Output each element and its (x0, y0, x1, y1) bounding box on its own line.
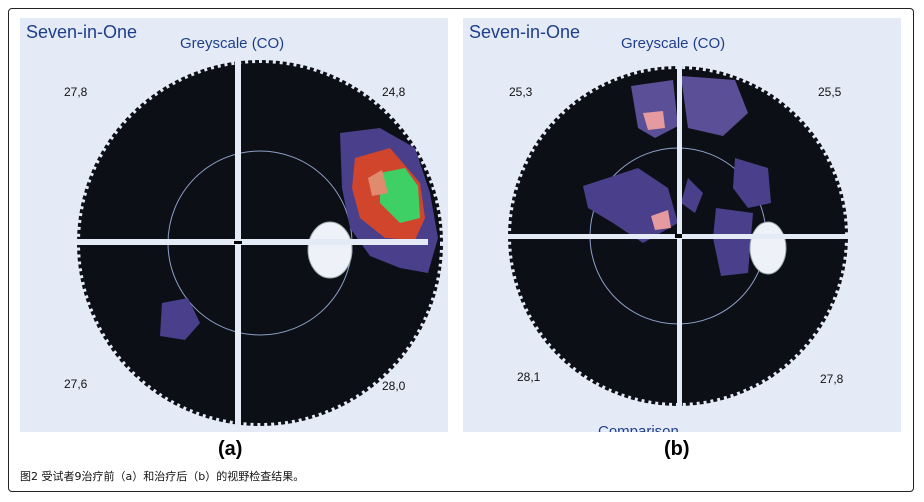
blind-spot-a (307, 221, 353, 279)
quadrant-top-left-b: 25,3 (509, 85, 533, 99)
mode-title-a: Greyscale (CO) (180, 35, 284, 52)
defect-lower-a (160, 298, 200, 340)
quadrant-top-right-b: 25,5 (818, 85, 842, 99)
panel-label-b: (b) (664, 438, 690, 460)
figure-caption: 图2 受试者9治疗前（a）和治疗后（b）的视野检查结果。 (20, 470, 305, 483)
defect-orange-a (368, 170, 388, 196)
defect-green-a (380, 168, 420, 223)
defect-upper-b (631, 80, 678, 138)
visual-field-panel-a: Seven-in-One Greyscale (CO) 27,8 24,8 27… (20, 18, 448, 432)
defect-blindspot-area-b (713, 208, 753, 276)
defect-pink-b (643, 111, 665, 130)
blind-spot-b (749, 221, 787, 275)
panel-label-a: (a) (218, 438, 243, 460)
quadrant-bottom-left-a: 27,6 (64, 377, 88, 391)
defect-pink-center-b (651, 210, 671, 230)
program-title-a: Seven-in-One (26, 22, 137, 42)
quadrant-bottom-left-b: 28,1 (517, 370, 541, 384)
quadrant-bottom-right-a: 28,0 (382, 379, 406, 393)
visual-field-panel-b: Seven-in-One Greyscale (CO) 25,3 25,5 28… (463, 18, 901, 432)
defect-upper-right-b (681, 76, 748, 136)
defect-right-b (733, 158, 771, 208)
quadrant-bottom-right-b: 27,8 (820, 372, 844, 386)
comparison-cut-text-b: Comparison (598, 423, 679, 432)
defect-center-right-b (681, 178, 703, 213)
mode-title-b: Greyscale (CO) (621, 35, 725, 52)
fixation-point-b (675, 234, 682, 238)
quadrant-top-left-a: 27,8 (64, 85, 88, 99)
visual-field-plot-a: Seven-in-One Greyscale (CO) 27,8 24,8 27… (26, 22, 446, 429)
figure-frame (8, 8, 914, 492)
quadrant-top-right-a: 24,8 (382, 85, 406, 99)
visual-field-plot-b: Seven-in-One Greyscale (CO) 25,3 25,5 28… (469, 22, 851, 432)
fixation-point-a (234, 241, 242, 244)
program-title-b: Seven-in-One (469, 22, 580, 42)
